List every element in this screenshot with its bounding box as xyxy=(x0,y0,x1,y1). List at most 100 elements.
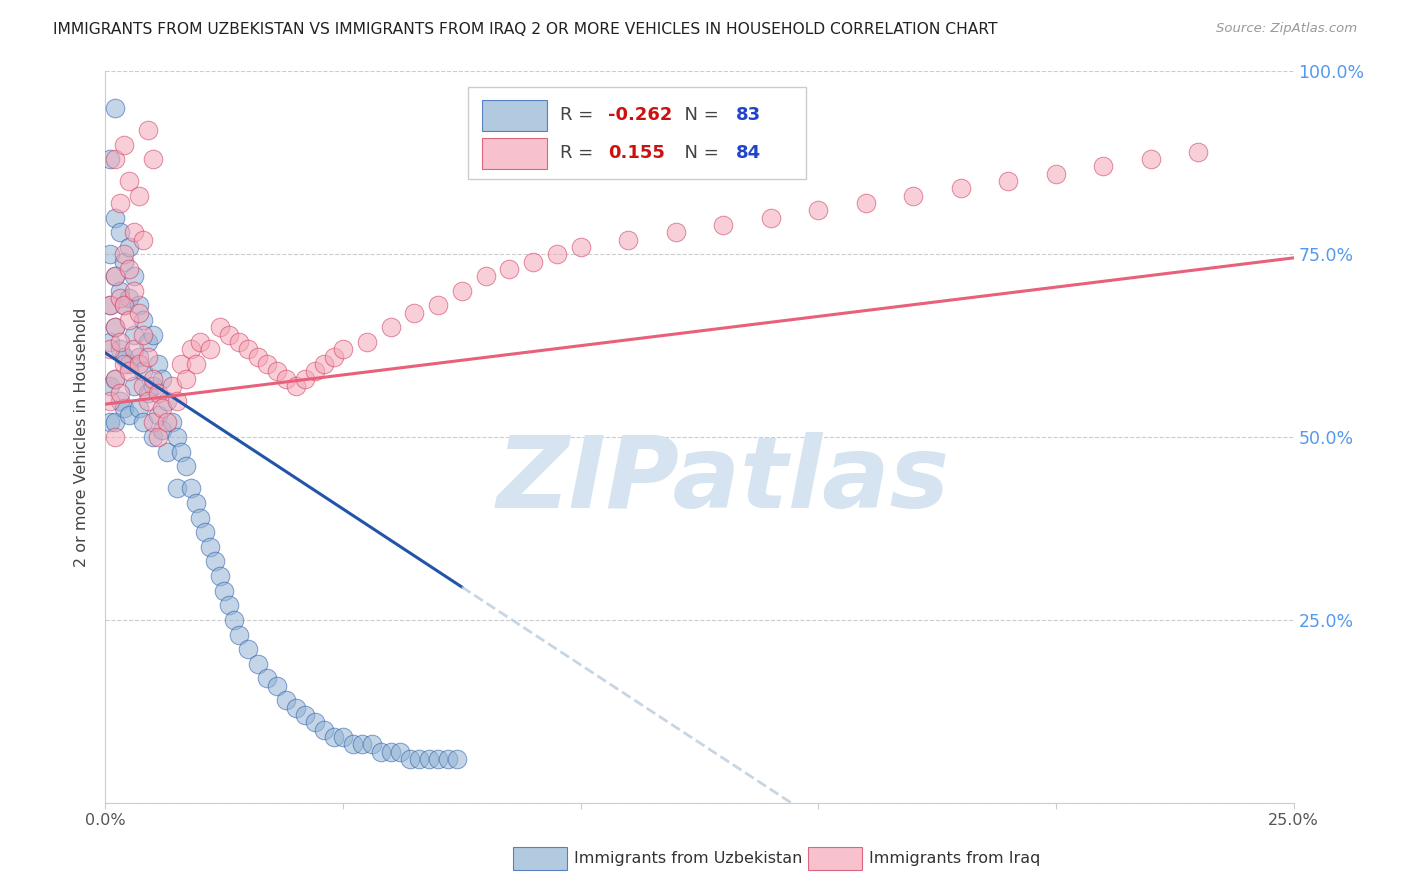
Point xyxy=(332,343,354,357)
Point xyxy=(184,357,207,371)
Point xyxy=(198,540,221,554)
Point xyxy=(114,137,136,152)
Point xyxy=(98,379,121,393)
Point xyxy=(142,416,165,430)
Point xyxy=(114,298,136,312)
Point xyxy=(949,181,972,195)
Point xyxy=(136,123,159,137)
Point xyxy=(352,737,374,751)
Point xyxy=(498,261,520,276)
Point xyxy=(380,745,402,759)
Point xyxy=(569,240,592,254)
Point xyxy=(122,327,145,342)
Point xyxy=(389,745,412,759)
Point xyxy=(108,284,131,298)
Point xyxy=(222,613,245,627)
Point xyxy=(1092,160,1115,174)
Point xyxy=(132,233,155,247)
Point xyxy=(108,196,131,211)
Text: N =: N = xyxy=(673,106,725,124)
Text: Immigrants from Iraq: Immigrants from Iraq xyxy=(869,851,1040,865)
Point xyxy=(322,350,344,364)
Point xyxy=(146,408,169,422)
Point xyxy=(903,188,925,202)
Point xyxy=(108,225,131,239)
Point xyxy=(665,225,688,239)
Point xyxy=(190,334,212,349)
Point xyxy=(266,679,288,693)
Point xyxy=(142,430,165,444)
Point xyxy=(114,247,136,261)
Point xyxy=(132,416,155,430)
Point xyxy=(711,218,734,232)
Text: 83: 83 xyxy=(737,106,762,124)
Point xyxy=(398,752,420,766)
Point xyxy=(166,430,188,444)
Text: Immigrants from Uzbekistan: Immigrants from Uzbekistan xyxy=(574,851,801,865)
Point xyxy=(108,291,131,305)
Point xyxy=(136,393,159,408)
Point xyxy=(160,416,183,430)
Point xyxy=(180,481,202,495)
Point xyxy=(98,298,121,312)
Point xyxy=(228,627,250,641)
Point xyxy=(122,284,145,298)
Point xyxy=(997,174,1019,188)
Point xyxy=(218,327,240,342)
Point xyxy=(118,174,141,188)
Point xyxy=(118,408,141,422)
Point xyxy=(1140,152,1163,166)
Text: N =: N = xyxy=(673,145,725,162)
Point xyxy=(146,357,169,371)
Point xyxy=(104,430,127,444)
Text: Source: ZipAtlas.com: Source: ZipAtlas.com xyxy=(1216,22,1357,36)
Point xyxy=(170,357,193,371)
Point xyxy=(274,371,297,385)
Text: R =: R = xyxy=(561,145,605,162)
Point xyxy=(122,269,145,284)
Point xyxy=(108,386,131,401)
Point xyxy=(174,371,197,385)
Point xyxy=(380,320,402,334)
Point xyxy=(184,496,207,510)
Point xyxy=(418,752,440,766)
Text: ZIPatlas: ZIPatlas xyxy=(496,433,950,530)
Point xyxy=(427,752,450,766)
Point xyxy=(104,371,127,385)
Point xyxy=(246,350,269,364)
Point xyxy=(332,730,354,744)
Point xyxy=(104,269,127,284)
Point xyxy=(404,306,426,320)
Point xyxy=(104,371,127,385)
Point xyxy=(146,386,169,401)
Point xyxy=(342,737,364,751)
Point xyxy=(174,459,197,474)
Point xyxy=(356,334,378,349)
Point xyxy=(108,334,131,349)
Point xyxy=(118,313,141,327)
Point xyxy=(370,745,392,759)
Point xyxy=(807,203,830,218)
Point xyxy=(284,379,307,393)
Point xyxy=(180,343,202,357)
Point xyxy=(98,393,121,408)
Point xyxy=(170,444,193,458)
Point xyxy=(190,510,212,524)
Point xyxy=(142,152,165,166)
Point xyxy=(114,254,136,268)
Point xyxy=(218,599,240,613)
Point xyxy=(104,101,127,115)
Point xyxy=(436,752,458,766)
Text: -0.262: -0.262 xyxy=(607,106,672,124)
Point xyxy=(208,320,231,334)
Point xyxy=(246,657,269,671)
Point xyxy=(132,327,155,342)
Point xyxy=(152,371,174,385)
Point xyxy=(114,350,136,364)
FancyBboxPatch shape xyxy=(482,138,547,169)
Point xyxy=(118,240,141,254)
Point xyxy=(256,672,278,686)
Point xyxy=(142,371,165,385)
Point xyxy=(122,343,145,357)
Point xyxy=(236,343,259,357)
